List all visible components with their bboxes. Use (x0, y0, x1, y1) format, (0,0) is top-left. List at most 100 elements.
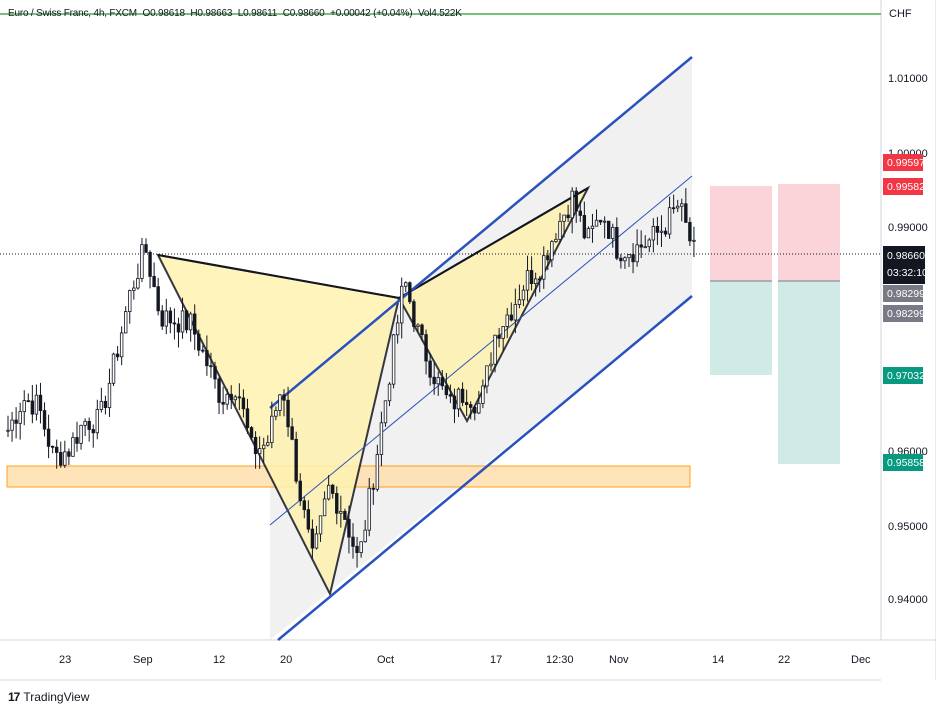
candle-body (546, 255, 550, 261)
candle-body (404, 282, 408, 287)
candle-body (469, 404, 473, 408)
candle-body (245, 408, 250, 428)
price-tag-target-1 (883, 367, 923, 384)
candle-body (144, 244, 148, 253)
candle-body (432, 376, 436, 385)
candle-body (387, 383, 392, 402)
price-tag-stop-1-text: 0.99597 (887, 157, 925, 169)
candle-body (420, 324, 424, 336)
candle-body (10, 419, 14, 431)
candle-body (79, 424, 83, 444)
candle-body (570, 190, 574, 219)
candle-body (322, 498, 327, 517)
stop-zone-box-2[interactable] (778, 184, 840, 281)
candle-body (578, 210, 582, 216)
candle-body (412, 301, 416, 327)
candle-body (205, 350, 209, 367)
candle-body (517, 299, 522, 305)
candle-body (136, 277, 140, 289)
candle-body (278, 394, 282, 411)
candle-body (168, 310, 173, 324)
candle-body (359, 541, 363, 554)
candle-body (119, 332, 124, 358)
candle-body (67, 451, 71, 457)
candle-body (83, 420, 87, 426)
candle-body (95, 409, 99, 434)
candle-body (193, 313, 197, 335)
candle-body (602, 220, 607, 223)
candle-body (310, 528, 315, 549)
symbol-legend[interactable]: Euro / Swiss Franc, 4h, FXCM O0.98618 H0… (8, 8, 465, 19)
price-tag-target-2 (883, 454, 923, 471)
candle-body (103, 400, 108, 409)
price-tag-entry-1 (883, 285, 923, 302)
candle-body (290, 426, 294, 440)
candle-body (647, 239, 651, 248)
candle-body (473, 407, 477, 414)
candle-body (464, 402, 469, 405)
price-tags: 0.99597 0.99582 0.98660 03:32:10 0.98299… (883, 154, 928, 471)
candle-body (481, 385, 485, 404)
candle-body (554, 238, 558, 242)
time-axis[interactable]: 23 Sep 12 20 Oct 17 12:30 Nov 14 22 Dec (59, 654, 871, 666)
candle-body (586, 228, 591, 239)
candle-body (542, 255, 546, 280)
target-zone-box-1[interactable] (710, 281, 772, 375)
candle-body (590, 225, 595, 229)
candle-body (128, 290, 132, 313)
channel-upper-line[interactable] (269, 56, 693, 409)
candle-body (176, 323, 181, 333)
candle-body (521, 289, 526, 301)
stop-zone-box-1[interactable] (710, 186, 772, 281)
candle-body (148, 251, 152, 277)
candle-body (156, 286, 160, 312)
candle-body (343, 511, 347, 520)
candle-body (477, 403, 481, 414)
candle-body (424, 334, 428, 362)
price-tag-stop-2 (883, 178, 923, 195)
candle-body (294, 438, 298, 482)
price-tag-stop-1 (883, 154, 923, 171)
candle-body (99, 400, 104, 410)
price-tag-entry-2-text: 0.98299 (887, 308, 925, 320)
x-tick-label: Oct (377, 654, 394, 666)
x-tick-label: 23 (59, 654, 71, 666)
candle-body (115, 353, 120, 358)
candle-body (395, 322, 400, 336)
candle-body (408, 282, 412, 303)
candle-body (91, 429, 95, 434)
candle-body (180, 310, 185, 333)
high-value: H0.98663 (190, 8, 233, 19)
tradingview-footer[interactable]: 17 TradingView (8, 690, 89, 704)
x-tick-label: Nov (609, 654, 629, 666)
candle-body (619, 257, 623, 262)
candle-body (124, 311, 128, 334)
candle-body (428, 360, 432, 378)
candle-body (639, 244, 643, 248)
candlestick-series (6, 187, 696, 568)
candle-body (436, 377, 440, 385)
candle-body (257, 448, 262, 455)
price-axis[interactable]: 0.94000 0.95000 0.96000 0.99000 1.00000 … (888, 73, 928, 606)
candle-body (676, 205, 680, 209)
pattern-xb-line (157, 254, 400, 299)
candle-body (615, 227, 619, 259)
candle-body (562, 214, 566, 222)
candle-body (249, 427, 254, 438)
channel-lower-line[interactable] (277, 295, 693, 641)
candle-body (266, 442, 270, 446)
y-tick-label: 0.99000 (888, 222, 928, 234)
candle-body (55, 446, 59, 453)
channel-mid-line[interactable] (269, 175, 693, 526)
candle-body (493, 334, 497, 365)
candle-body (22, 400, 26, 413)
candle-body (607, 220, 611, 239)
candle-body (347, 519, 351, 538)
candle-body (351, 536, 355, 547)
price-tag-target-2-text: 0.95858 (887, 457, 925, 469)
candle-body (331, 484, 335, 494)
target-zone-box-2[interactable] (778, 281, 840, 464)
candle-body (659, 230, 664, 233)
open-value: O0.98618 (142, 8, 185, 19)
